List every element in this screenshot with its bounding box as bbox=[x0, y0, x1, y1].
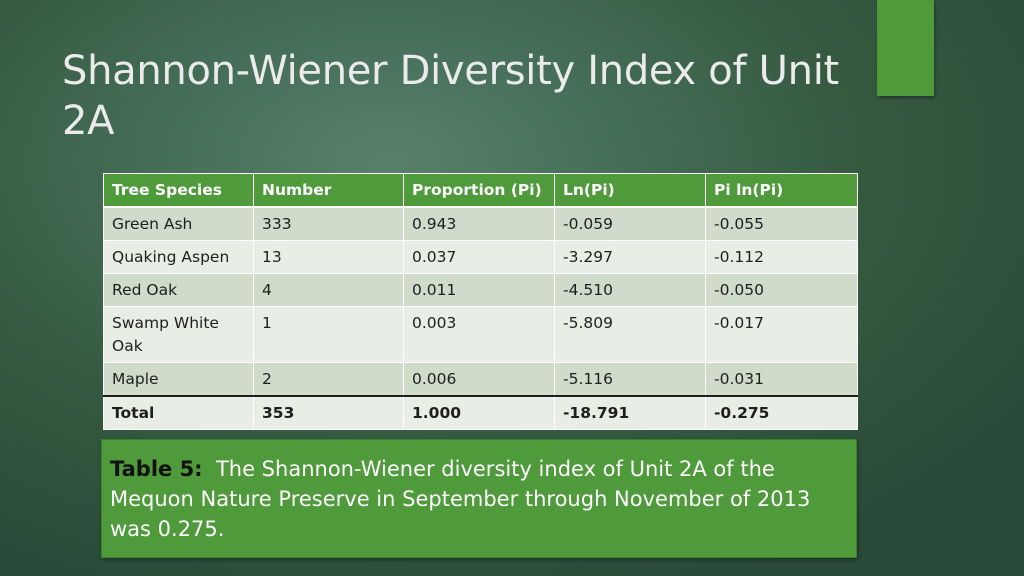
cell-number: 4 bbox=[253, 273, 404, 307]
cell-proportion: 0.943 bbox=[403, 206, 555, 241]
header-ln-pi: Ln(Pi) bbox=[554, 173, 706, 208]
table-row: Quaking Aspen 13 0.037 -3.297 -0.112 bbox=[103, 240, 858, 274]
header-proportion: Proportion (Pi) bbox=[403, 173, 555, 208]
cell-ln-pi: -0.059 bbox=[554, 206, 706, 241]
cell-pi-ln-pi: -0.017 bbox=[705, 306, 858, 363]
table-row: Swamp White Oak 1 0.003 -5.809 -0.017 bbox=[103, 306, 858, 363]
cell-ln-pi: -4.510 bbox=[554, 273, 706, 307]
cell-species: Green Ash bbox=[103, 206, 254, 241]
cell-ln-pi: -3.297 bbox=[554, 240, 706, 274]
cell-proportion: 0.006 bbox=[403, 362, 555, 397]
table-row: Green Ash 333 0.943 -0.059 -0.055 bbox=[103, 206, 858, 241]
cell-number: 333 bbox=[253, 206, 404, 241]
table-total-row: Total 353 1.000 -18.791 -0.275 bbox=[103, 395, 858, 430]
total-ln-pi: -18.791 bbox=[554, 395, 706, 430]
cell-ln-pi: -5.116 bbox=[554, 362, 706, 397]
total-pi-ln-pi: -0.275 bbox=[705, 395, 858, 430]
total-label: Total bbox=[103, 395, 254, 430]
cell-proportion: 0.003 bbox=[403, 306, 555, 363]
cell-pi-ln-pi: -0.112 bbox=[705, 240, 858, 274]
slide-title: Shannon-Wiener Diversity Index of Unit 2… bbox=[62, 48, 839, 144]
accent-block bbox=[877, 0, 934, 96]
cell-proportion: 0.011 bbox=[403, 273, 555, 307]
total-number: 353 bbox=[253, 395, 404, 430]
cell-species: Maple bbox=[103, 362, 254, 397]
cell-species: Red Oak bbox=[103, 273, 254, 307]
caption-label: Table 5: bbox=[110, 457, 203, 481]
cell-species: Swamp White Oak bbox=[103, 306, 254, 363]
cell-number: 2 bbox=[253, 362, 404, 397]
total-proportion: 1.000 bbox=[403, 395, 555, 430]
cell-pi-ln-pi: -0.050 bbox=[705, 273, 858, 307]
cell-number: 1 bbox=[253, 306, 404, 363]
table-row: Maple 2 0.006 -5.116 -0.031 bbox=[103, 362, 858, 397]
table-caption: Table 5: The Shannon-Wiener diversity in… bbox=[101, 439, 857, 558]
table-header-row: Tree Species Number Proportion (Pi) Ln(P… bbox=[103, 173, 858, 208]
header-number: Number bbox=[253, 173, 404, 208]
cell-ln-pi: -5.809 bbox=[554, 306, 706, 363]
cell-pi-ln-pi: -0.031 bbox=[705, 362, 858, 397]
cell-pi-ln-pi: -0.055 bbox=[705, 206, 858, 241]
caption-text: The Shannon-Wiener diversity index of Un… bbox=[110, 457, 811, 541]
table-row: Red Oak 4 0.011 -4.510 -0.050 bbox=[103, 273, 858, 307]
diversity-table: Tree Species Number Proportion (Pi) Ln(P… bbox=[103, 173, 858, 430]
header-pi-ln-pi: Pi ln(Pi) bbox=[705, 173, 858, 208]
cell-number: 13 bbox=[253, 240, 404, 274]
header-tree-species: Tree Species bbox=[103, 173, 254, 208]
cell-proportion: 0.037 bbox=[403, 240, 555, 274]
cell-species: Quaking Aspen bbox=[103, 240, 254, 274]
